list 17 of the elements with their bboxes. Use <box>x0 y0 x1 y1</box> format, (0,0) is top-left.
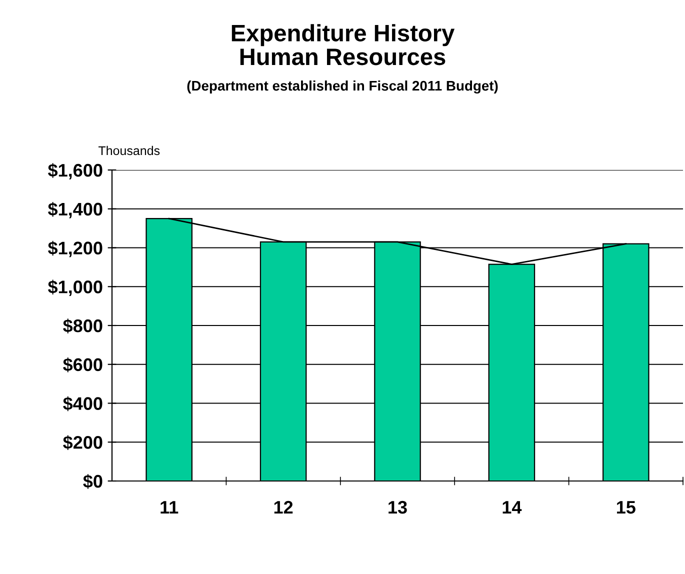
y-tick-label: $200 <box>63 435 102 450</box>
y-tick-label: $800 <box>63 318 102 334</box>
y-tick-label: $1,000 <box>48 280 102 296</box>
chart-subtitle: (Department established in Fiscal 2011 Budget) <box>187 80 498 94</box>
x-tick-label: 15 <box>616 501 636 514</box>
chart-title: Expenditure History Human Resources <box>232 24 455 66</box>
y-axis-title: Thousands <box>98 146 160 156</box>
y-tick-label: $1,600 <box>48 163 102 180</box>
y-tick-label: $0 <box>83 474 102 489</box>
x-tick-label: 14 <box>502 501 522 514</box>
y-tick-label: $400 <box>63 396 102 412</box>
x-tick-label: 13 <box>388 500 407 514</box>
y-tick-label: $1,200 <box>48 240 102 258</box>
y-tick-label: $600 <box>63 358 102 372</box>
x-tick-label: 12 <box>274 500 293 514</box>
y-tick-label: $1,400 <box>48 202 102 218</box>
x-tick-label: 11 <box>160 501 178 514</box>
